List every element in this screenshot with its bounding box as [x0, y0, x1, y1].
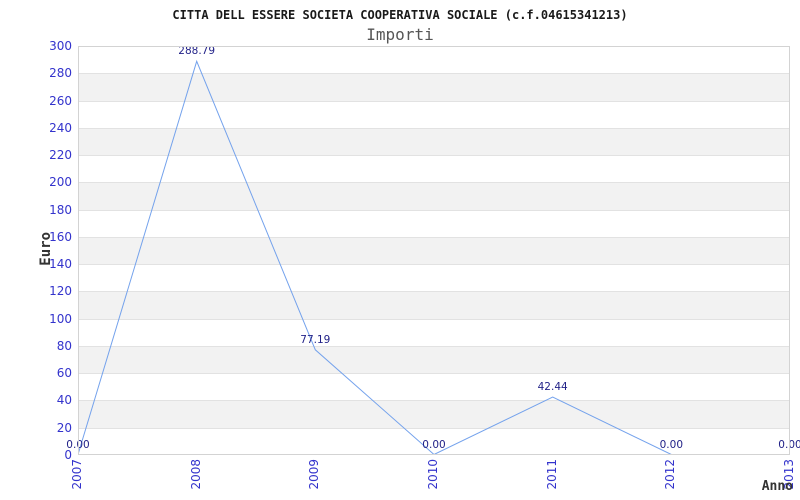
- gridline: [78, 155, 790, 156]
- y-tick-label: 120: [49, 284, 72, 299]
- gridline: [78, 264, 790, 265]
- gridline: [78, 182, 790, 183]
- gridline: [78, 128, 790, 129]
- plot-band: [78, 318, 790, 346]
- plot-band: [78, 291, 790, 319]
- x-axis-label: Anno: [761, 479, 793, 494]
- line-series: [78, 59, 790, 455]
- plot-band: [78, 155, 790, 183]
- y-tick-label: 300: [49, 39, 72, 53]
- data-point-label: 0.00: [659, 439, 684, 451]
- y-tick-label: 20: [56, 420, 72, 435]
- y-tick-label: 160: [49, 229, 72, 244]
- x-tick-label: 2009: [307, 459, 322, 490]
- y-tick-label: 180: [49, 202, 72, 217]
- y-tick-label: 100: [49, 311, 72, 326]
- x-tick-label: 2012: [663, 459, 678, 490]
- chart-subtitle: Importi: [366, 25, 434, 44]
- data-point-label: 0.00: [422, 439, 446, 451]
- gridline: [78, 373, 790, 374]
- plot-band: [78, 73, 790, 101]
- y-tick-label: 220: [49, 148, 72, 163]
- gridline: [78, 291, 790, 292]
- y-tick-label: 280: [49, 66, 72, 81]
- plot-band: [78, 345, 790, 374]
- y-tick-label: 260: [49, 93, 72, 108]
- data-point-label: 0.00: [778, 439, 800, 451]
- y-tick-label: 240: [49, 120, 72, 135]
- gridline: [78, 73, 790, 74]
- series-polyline: [78, 59, 790, 455]
- gridline: [78, 237, 790, 238]
- plot-band: [78, 100, 790, 128]
- x-tick-label: 2010: [426, 459, 440, 490]
- x-tick-label: 2007: [70, 459, 84, 490]
- y-tick-label: 140: [49, 257, 72, 272]
- data-point-label: 42.44: [537, 381, 568, 394]
- y-tick-label: 200: [49, 175, 72, 190]
- plot-band: [78, 400, 790, 428]
- y-axis-label: Euro: [38, 232, 54, 266]
- data-point-label: 77.19: [300, 333, 331, 346]
- plot-band: [78, 373, 790, 401]
- plot-band: [78, 209, 790, 237]
- gridline: [78, 346, 790, 347]
- plot-band: [78, 427, 790, 455]
- gridline: [78, 319, 790, 320]
- y-tick-label: 80: [56, 338, 72, 353]
- y-tick-label: 40: [56, 393, 72, 408]
- x-tick-label: 2008: [188, 459, 203, 490]
- data-point-label: 288.79: [178, 45, 216, 58]
- plot-band: [78, 236, 790, 265]
- plot-band: [78, 264, 790, 292]
- plot-band: [78, 46, 790, 74]
- plot-band: [78, 182, 790, 210]
- gridline: [78, 101, 790, 102]
- gridline: [78, 400, 790, 401]
- gridline: [78, 428, 790, 429]
- plot-band: [78, 127, 790, 156]
- chart-title: CITTA DELL ESSERE SOCIETA COOPERATIVA SO…: [172, 8, 628, 22]
- gridline: [78, 210, 790, 211]
- plot-area: [78, 46, 790, 455]
- x-tick-label: 2011: [544, 459, 559, 490]
- y-tick-label: 0: [64, 448, 72, 462]
- data-point-label: 0.00: [66, 439, 90, 451]
- y-tick-label: 60: [56, 366, 72, 381]
